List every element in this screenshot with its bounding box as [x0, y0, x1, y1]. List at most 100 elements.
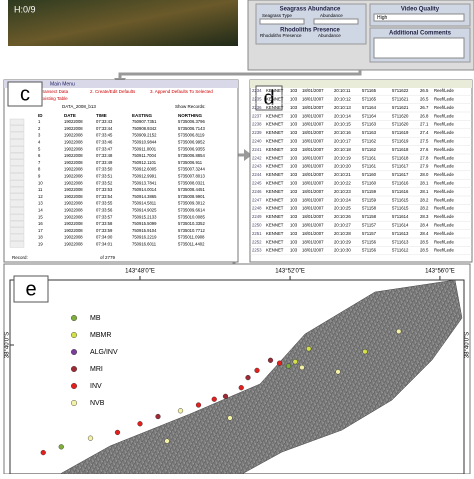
cell: KENNET: [266, 155, 284, 160]
cell: 28.4: [420, 231, 429, 236]
cell: 07:33:55: [96, 201, 113, 206]
menu-item: 3. Append Defaults To Selected: [150, 89, 213, 94]
cell: 28.2: [420, 197, 429, 202]
cell: KENNET: [266, 88, 284, 93]
cell: 07:33:45: [96, 133, 113, 138]
cell: 571161: [362, 164, 377, 169]
cell: 18/01/2007: [302, 113, 324, 118]
cell: 28.1: [420, 181, 429, 186]
cell: 20:10:18: [334, 147, 351, 152]
cell: 28.5: [420, 239, 429, 244]
row-selector: [9, 146, 25, 153]
site: [114, 429, 121, 436]
form-label: Seagrass Type: [262, 13, 292, 18]
cell: 103: [290, 97, 298, 102]
cell: 28.4: [420, 223, 429, 228]
panel-label-box: [7, 81, 43, 107]
cell: 750907.7351: [132, 119, 157, 124]
site: [58, 444, 64, 450]
cell: 5735007.8013: [178, 174, 205, 179]
cell: 19022008: [64, 160, 83, 165]
cell: 571165: [362, 88, 377, 93]
cell: 103: [290, 105, 298, 110]
cell: KENNET: [266, 122, 284, 127]
cell: 27.4: [420, 130, 429, 135]
cell: 18/01/2007: [302, 139, 324, 144]
cell: 8: [38, 167, 41, 172]
cell: 5711621: [392, 97, 409, 102]
cell: 18/01/2007: [302, 223, 324, 228]
site: [254, 367, 260, 373]
cell: 103: [290, 248, 298, 253]
cell: 5735006.911: [178, 160, 203, 165]
cell: 571162: [362, 139, 377, 144]
cell: Reef/Lede: [434, 130, 454, 135]
cell: 571164: [362, 105, 377, 110]
slider[interactable]: [313, 18, 359, 25]
cell: Reef/Lede: [434, 214, 454, 219]
cell: 19022008: [64, 228, 83, 233]
cell: KENNET: [266, 113, 284, 118]
cell: 18: [38, 235, 43, 240]
cell: 5711620: [392, 122, 409, 127]
cell: 2: [38, 126, 41, 131]
cell: 20:10:28: [334, 231, 351, 236]
site: [164, 438, 170, 444]
cell: KENNET: [266, 139, 284, 144]
cell: 571156: [362, 239, 377, 244]
site: [335, 369, 341, 375]
menu-item: Existing Table: [40, 96, 68, 101]
panel-label: e: [25, 278, 36, 300]
cell: 7: [38, 160, 41, 165]
bathymetry: [59, 279, 463, 475]
cell: 5735008.4451: [178, 187, 205, 192]
cell: Reef/Lede: [434, 239, 454, 244]
cell: Reef/Lede: [434, 88, 454, 93]
cell: 27.6: [420, 147, 429, 152]
site: [285, 363, 292, 369]
cell: 28.5: [420, 248, 429, 253]
cell: 19022008: [64, 153, 83, 158]
video-overlay: H:0/9: [14, 4, 36, 14]
row-selector: [9, 139, 25, 146]
cell: Reef/Lede: [434, 189, 454, 194]
cell: Reef/Lede: [434, 248, 454, 253]
cell: 5711618: [392, 147, 409, 152]
cell: 103: [290, 206, 298, 211]
cell: KENNET: [266, 239, 284, 244]
dropdown[interactable]: [259, 18, 305, 25]
legend-marker: [70, 315, 77, 322]
form-label: Video Quality: [401, 7, 440, 13]
text-box[interactable]: [373, 37, 465, 59]
cell: 26.5: [420, 97, 429, 102]
cell: 28.1: [420, 189, 429, 194]
cell: 2244: [252, 172, 262, 177]
site: [306, 346, 312, 352]
cell: 5735008.0321: [178, 180, 205, 185]
label: Show Records:: [175, 104, 206, 109]
cell: 18/01/2007: [302, 214, 324, 219]
cell: 750913.7841: [132, 180, 157, 185]
cell: 28.2: [420, 206, 429, 211]
form-label: Additional Comments: [389, 31, 452, 37]
site: [362, 349, 368, 355]
cell: 5735009.3012: [178, 201, 205, 206]
x-tick-label: 143°56'0"E: [425, 269, 455, 275]
site: [211, 396, 217, 402]
cell: 20:10:30: [334, 248, 351, 253]
cell: 19022008: [64, 194, 83, 199]
video-frame: [8, 0, 238, 46]
cell: 750912.1101: [132, 160, 157, 165]
cell: 750914.5811: [132, 201, 157, 206]
cell: 103: [290, 113, 298, 118]
site: [155, 413, 161, 420]
cell: Reef/Lede: [434, 97, 454, 102]
column-header: EASTING: [132, 113, 153, 118]
cell: 5711618: [392, 155, 409, 160]
tab: Main Menu: [50, 81, 75, 87]
cell: Reef/Lede: [434, 139, 454, 144]
row-selector: [9, 166, 25, 173]
dropdown[interactable]: [373, 13, 465, 22]
cell: 18/01/2007: [302, 164, 324, 169]
cell: Reef/Lede: [434, 155, 454, 160]
